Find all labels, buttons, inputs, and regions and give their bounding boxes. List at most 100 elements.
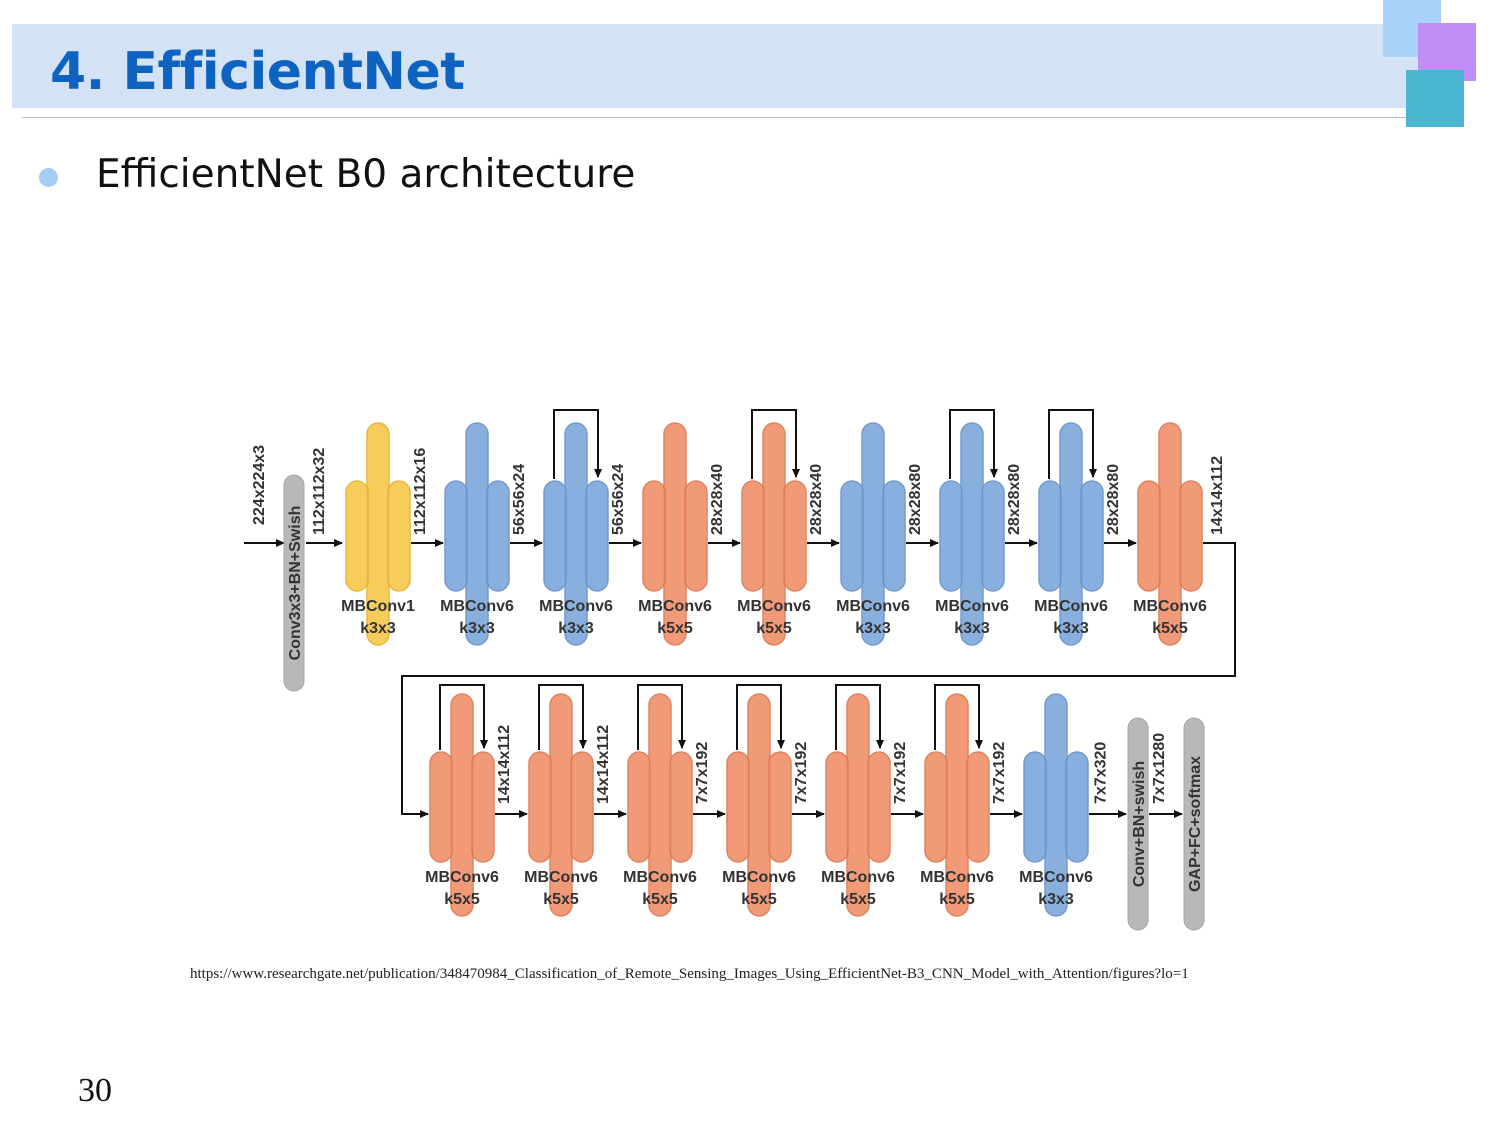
row2-block-0-kernel: k5x5 xyxy=(444,891,480,908)
row2-block-0-right-bar xyxy=(471,751,495,863)
row2-dimension-5: 7x7x192 xyxy=(991,742,1008,804)
row1-layer-0-label: Conv3x3+BN+Swish xyxy=(287,506,304,661)
row1-block-7-kernel: k3x3 xyxy=(954,620,990,637)
row2-block-2-skip-connection xyxy=(637,684,686,750)
row2-block-0-skip-connection xyxy=(439,684,488,750)
row1-block-5-kernel: k5x5 xyxy=(756,620,792,637)
row1-block-8-name: MBConv6 xyxy=(1034,598,1108,615)
row2-dimension-0: 14x14x112 xyxy=(496,725,513,804)
row1-block-2-name: MBConv6 xyxy=(440,598,514,615)
row1-block-3-name: MBConv6 xyxy=(539,598,613,615)
row1-block-7-skip-connection xyxy=(949,409,998,479)
row1-block-6-right-bar xyxy=(882,480,906,592)
row2-block-4-name: MBConv6 xyxy=(821,869,895,886)
row1-block-4-kernel: k5x5 xyxy=(657,620,693,637)
row1-dimension-5: 28x28x40 xyxy=(808,464,825,535)
row2-dimension-4: 7x7x192 xyxy=(892,742,909,804)
row1-block-1-right-bar xyxy=(387,480,411,592)
row1-block-7-right-bar xyxy=(981,480,1005,592)
row1-block-3-kernel: k3x3 xyxy=(558,620,594,637)
row1-block-4-right-bar xyxy=(684,480,708,592)
row1-block-3-right-bar xyxy=(585,480,609,592)
row1-block-7-left-bar xyxy=(939,480,963,592)
row1-block-3-left-bar xyxy=(543,480,567,592)
row1-dimension-6: 28x28x80 xyxy=(907,464,924,535)
row1-block-9-name: MBConv6 xyxy=(1133,598,1207,615)
row1-block-1-name: MBConv1 xyxy=(341,598,415,615)
page-number: 30 xyxy=(78,1072,112,1109)
row2-block-3-name: MBConv6 xyxy=(722,869,796,886)
row2-block-2-right-bar xyxy=(669,751,693,863)
row2-dimension-2: 7x7x192 xyxy=(694,742,711,804)
row2-layer-conv-bar xyxy=(1127,717,1149,931)
row2-dimension-gap-in: 7x7x1280 xyxy=(1151,733,1168,804)
row2-block-3-kernel: k5x5 xyxy=(741,891,777,908)
slide-title: 4. EfficientNet xyxy=(50,42,465,102)
decor-square-teal xyxy=(1406,70,1464,127)
row2-block-6-right-bar xyxy=(1065,751,1089,863)
row1-block-2-left-bar xyxy=(444,480,468,592)
row2-block-2-left-bar xyxy=(627,751,651,863)
row1-block-6-left-bar xyxy=(840,480,864,592)
row1-block-8-skip-connection xyxy=(1048,409,1097,479)
row2-block-5-kernel: k5x5 xyxy=(939,891,975,908)
row1-block-2-right-bar xyxy=(486,480,510,592)
row1-dimension-7: 28x28x80 xyxy=(1006,464,1023,535)
row2-block-4-kernel: k5x5 xyxy=(840,891,876,908)
row1-block-5-skip-connection xyxy=(751,409,800,479)
row1-dimension-last: 14x14x112 xyxy=(1209,456,1226,535)
row2-block-3-left-bar xyxy=(726,751,750,863)
row2-block-6-left-bar xyxy=(1023,751,1047,863)
row1-block-8-left-bar xyxy=(1038,480,1062,592)
row2-block-0-name: MBConv6 xyxy=(425,869,499,886)
row1-dimension-2: 56x56x24 xyxy=(511,464,528,535)
row2-block-3-skip-connection xyxy=(736,684,785,750)
row2-block-1-name: MBConv6 xyxy=(524,869,598,886)
row1-block-4-left-bar xyxy=(642,480,666,592)
row1-dimension-4: 28x28x40 xyxy=(709,464,726,535)
input-dimension-label: 224x224x3 xyxy=(251,445,268,525)
row2-block-2-kernel: k5x5 xyxy=(642,891,678,908)
row1-dimension-1: 112x112x16 xyxy=(412,448,429,535)
source-citation: https://www.researchgate.net/publication… xyxy=(190,966,1189,982)
row1-block-3-skip-connection xyxy=(553,409,602,479)
row2-block-6-name: MBConv6 xyxy=(1019,869,1093,886)
row1-block-7-name: MBConv6 xyxy=(935,598,1009,615)
row2-block-1-right-bar xyxy=(570,751,594,863)
row1-block-8-kernel: k3x3 xyxy=(1053,620,1089,637)
row1-block-5-left-bar xyxy=(741,480,765,592)
row1-dimension-0: 112x112x32 xyxy=(311,448,328,535)
row2-block-1-left-bar xyxy=(528,751,552,863)
row2-dimension-3: 7x7x192 xyxy=(793,742,810,804)
row2-block-5-skip-connection xyxy=(934,684,983,750)
row1-block-9-left-bar xyxy=(1137,480,1161,592)
row2-dimension-1: 14x14x112 xyxy=(595,725,612,804)
row2-layer-conv-label: Conv+BN+swish xyxy=(1131,761,1148,887)
row2-block-5-name: MBConv6 xyxy=(920,869,994,886)
row1-block-4-name: MBConv6 xyxy=(638,598,712,615)
row1-dimension-8: 28x28x80 xyxy=(1105,464,1122,535)
row1-block-6-name: MBConv6 xyxy=(836,598,910,615)
row1-block-9-kernel: k5x5 xyxy=(1152,620,1188,637)
bullet-text: EfficientNet B0 architecture xyxy=(96,152,636,197)
row2-block-1-skip-connection xyxy=(538,684,587,750)
row2-block-0-left-bar xyxy=(429,751,453,863)
row1-block-5-name: MBConv6 xyxy=(737,598,811,615)
row2-block-4-right-bar xyxy=(867,751,891,863)
row2-block-1-kernel: k5x5 xyxy=(543,891,579,908)
efficientnet-b0-architecture-diagram: 224x224x3 Conv3x3+BN+Swish MBConv1 k3x3 MBCo… xyxy=(244,409,1236,931)
row1-block-9-right-bar xyxy=(1179,480,1203,592)
row1-block-5-right-bar xyxy=(783,480,807,592)
row2-block-2-name: MBConv6 xyxy=(623,869,697,886)
row2-layer-gap-label: GAP+FC+softmax xyxy=(1187,756,1204,892)
row1-dimension-3: 56x56x24 xyxy=(610,464,627,535)
row2-block-5-left-bar xyxy=(924,751,948,863)
row1-block-2-kernel: k3x3 xyxy=(459,620,495,637)
title-divider xyxy=(22,117,1442,118)
row2-block-6-kernel: k3x3 xyxy=(1038,891,1074,908)
row1-block-8-right-bar xyxy=(1080,480,1104,592)
row2-block-4-left-bar xyxy=(825,751,849,863)
row2-layer-gap-bar xyxy=(1183,717,1205,931)
row2-block-3-right-bar xyxy=(768,751,792,863)
row1-block-1-left-bar xyxy=(345,480,369,592)
